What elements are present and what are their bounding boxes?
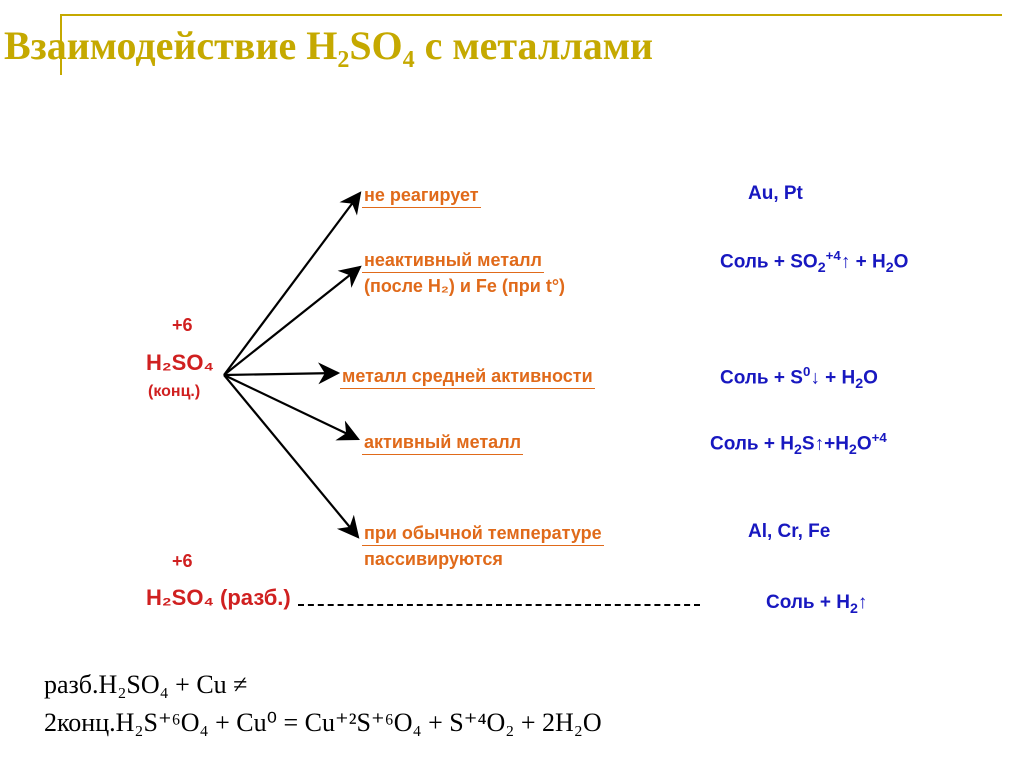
reagent-formula: H₂SO₄ xyxy=(146,350,214,376)
branch-condition: (после H₂) и Fe (при t°) xyxy=(362,276,567,298)
branch-condition: активный металл xyxy=(362,432,523,455)
reagent2-formula: H₂SO₄ (разб.) xyxy=(146,585,291,611)
branch-product: Al, Cr, Fe xyxy=(748,521,830,543)
reagent2-oxidation: +6 xyxy=(172,551,193,572)
dilute-product: Соль + H2↑ xyxy=(766,592,867,617)
branch-condition: не реагирует xyxy=(362,185,481,208)
branch-condition: металл средней активности xyxy=(340,366,595,389)
branch-condition: пассивируются xyxy=(362,549,505,571)
reagent-note: (конц.) xyxy=(148,383,200,401)
branch-product: Соль + H2S↑+H2O+4 xyxy=(710,430,887,458)
dilute-dashed-line xyxy=(298,604,700,606)
diagram: +6 H₂SO₄ (конц.) +6 H₂SO₄ (разб.) не реа… xyxy=(0,95,1024,625)
title-container: Взаимодействие H₂SO₄ с металлами xyxy=(60,14,1002,75)
branch-product: Соль + S0↓ + H2O xyxy=(720,364,878,392)
page-title: Взаимодействие H₂SO₄ с металлами xyxy=(4,22,1002,69)
branch-condition: неактивный металл xyxy=(362,250,544,273)
reagent-oxidation: +6 xyxy=(172,315,193,336)
branch-condition: при обычной температуре xyxy=(362,523,604,546)
equation-1: разб.H₂SO₄ + Cu ≠ xyxy=(44,670,247,700)
branch-product: Соль + SO2+4↑ + H2O xyxy=(720,248,908,276)
equation-2: 2конц.H₂S⁺⁶O₄ + Cu⁰ = Cu⁺²S⁺⁶O₄ + S⁺⁴O₂ … xyxy=(44,708,602,738)
branch-product: Au, Pt xyxy=(748,183,803,205)
